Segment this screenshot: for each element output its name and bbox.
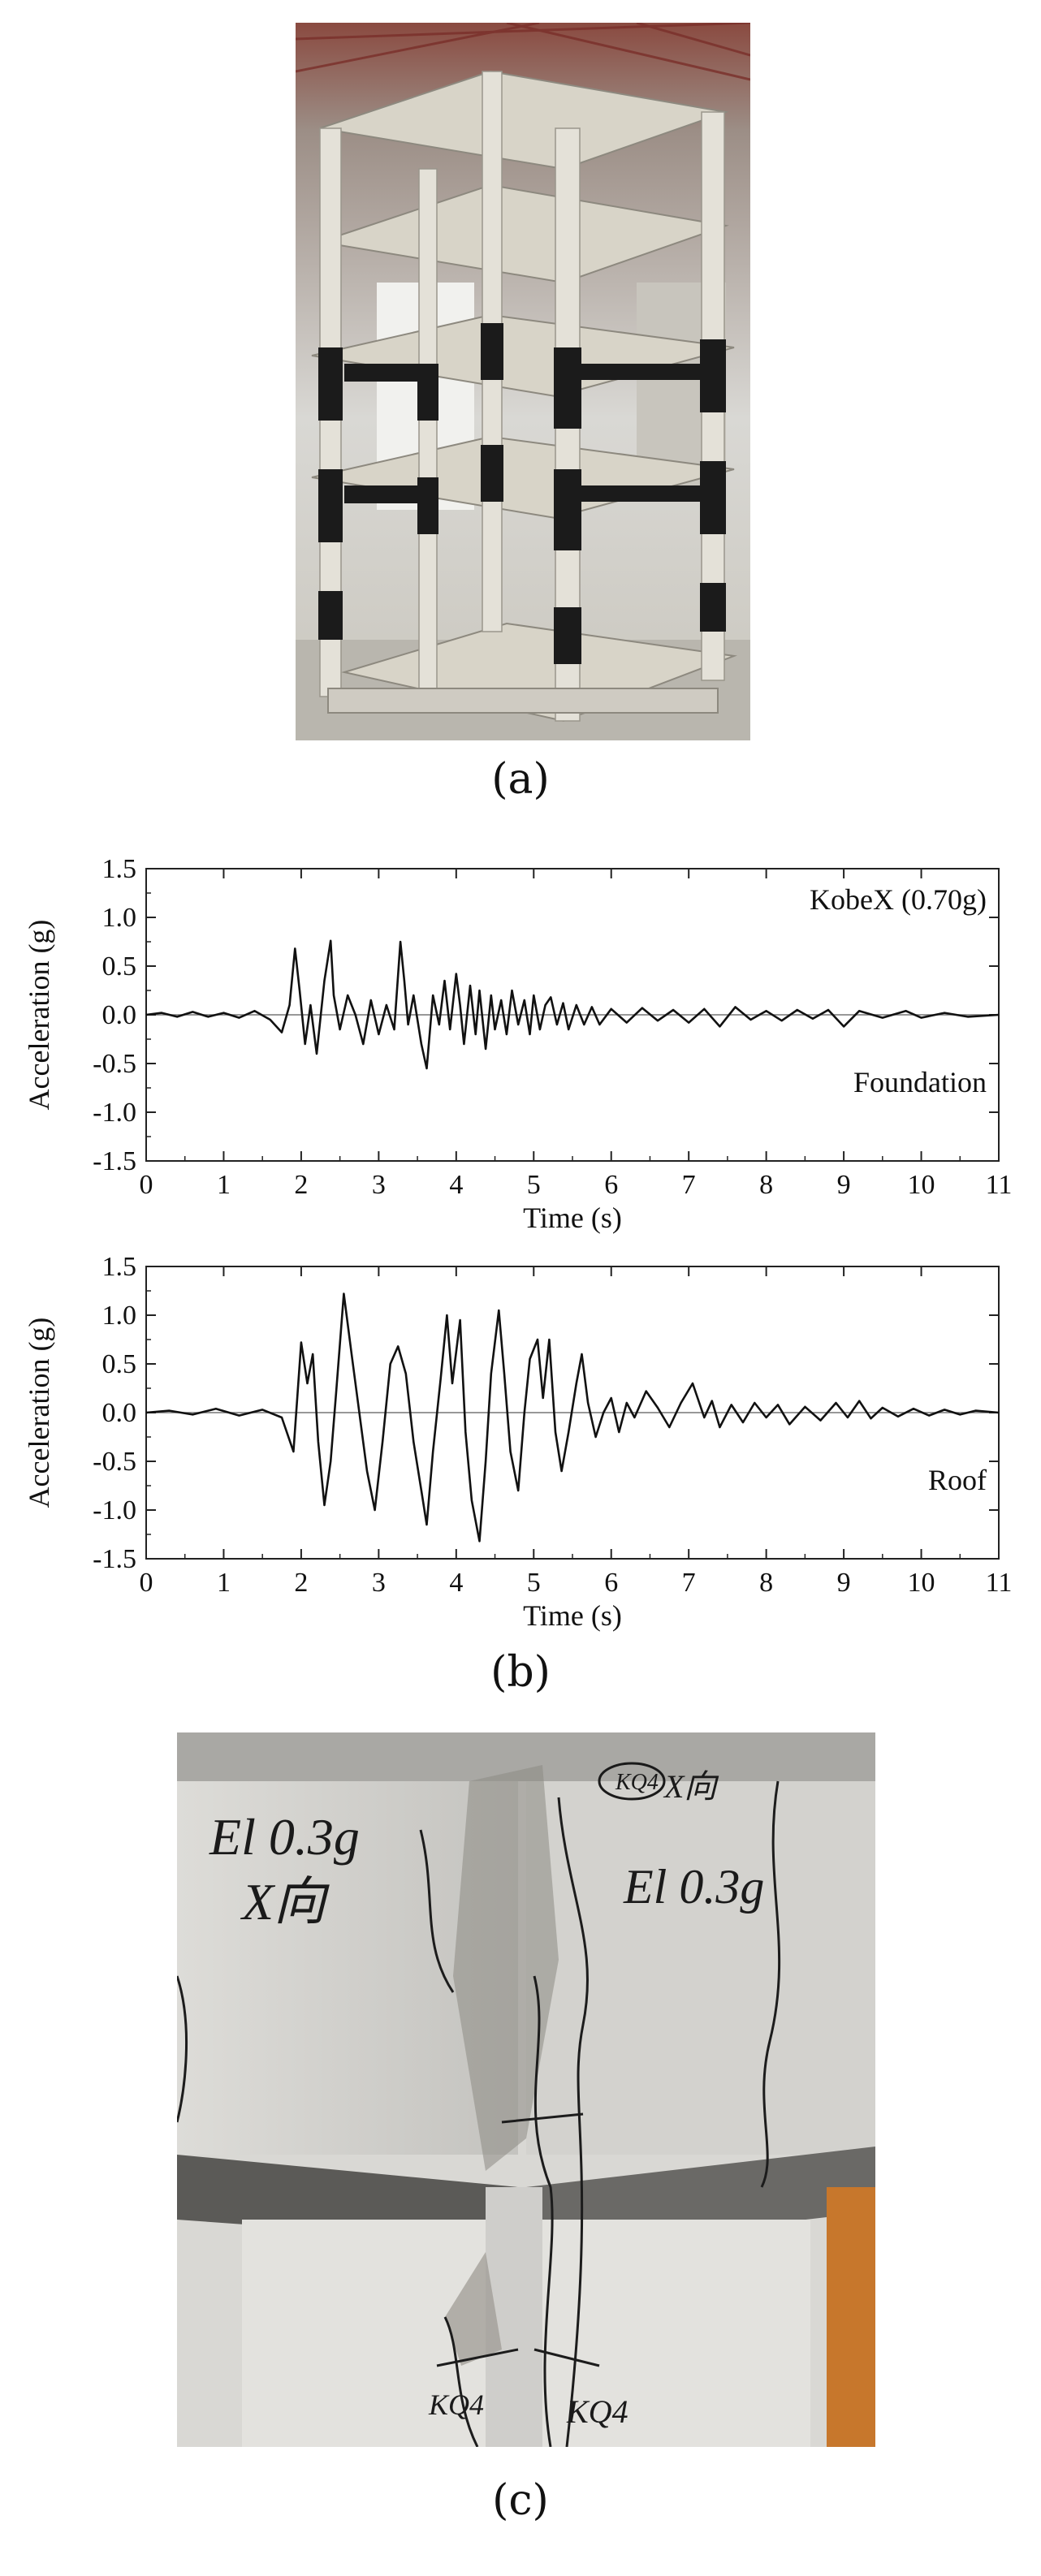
chart2-y-axis-label: Acceleration (g): [23, 1318, 55, 1508]
photo-frame-model: [296, 23, 750, 740]
caption-b: (b): [490, 1648, 551, 1697]
chart2-ytick-label: 0.0: [102, 1398, 137, 1428]
chart2-xtick-label: 1: [217, 1568, 231, 1598]
chart2-ytick-label: 1.0: [102, 1301, 137, 1331]
chart2-xtick-label: 8: [759, 1568, 773, 1598]
annotation-el-right: El 0.3g: [623, 1860, 764, 1914]
chart-roof: 1.5 1.0 0.5 0.0 -0.5 -1.0 -1.50 1 2 3 4 5 6 7 8 9 10 11 Ti…: [23, 1252, 1013, 1632]
chart2-xtick-label: 11: [986, 1568, 1013, 1598]
chart1-ytick-label: -1.0: [93, 1098, 136, 1128]
annotation-xdir-top: X向: [663, 1768, 719, 1805]
annotation-kq4-left: KQ4: [428, 2388, 484, 2421]
chart1-xtick-label: 4: [449, 1170, 463, 1200]
chart1-annotation-record: KobeX (0.70g): [810, 883, 987, 916]
chart1-xtick-label: 5: [527, 1170, 541, 1200]
chart1-ytick-label: -1.5: [93, 1146, 136, 1176]
chart1-xtick-label: 9: [837, 1170, 851, 1200]
annotation-kq4-right: KQ4: [566, 2393, 628, 2430]
chart2-xtick-label: 0: [140, 1568, 153, 1598]
chart2-ytick-label: 1.5: [102, 1252, 137, 1282]
chart2-xtick-label: 4: [449, 1568, 463, 1598]
chart1-y-axis-label: Acceleration (g): [23, 920, 55, 1111]
chart1-xtick-label: 7: [682, 1170, 696, 1200]
chart1-ytick-label: 1.5: [102, 854, 137, 884]
chart-foundation: 1.5 1.0 0.5 0.0 -0.5 -1.0 -1.50 1 2 3 4 5 6 7 8 9 10 11 Ti…: [23, 854, 1013, 1234]
chart1-ytick-label: -0.5: [93, 1049, 136, 1079]
chart1-xtick-label: 11: [986, 1170, 1013, 1200]
chart2-ytick-label: -1.0: [93, 1495, 136, 1525]
frame-model-illustration: [296, 23, 750, 740]
joint-illustration: El 0.3g X向 El 0.3g KQ4 X向 KQ4 KQ4: [177, 1732, 875, 2447]
chart2-xtick-label: 5: [527, 1568, 541, 1598]
chart1-x-axis-label: Time (s): [523, 1202, 622, 1234]
chart1-ytick-label: 0.5: [102, 951, 137, 982]
chart1-series-line-0: [145, 939, 1000, 1070]
chart1-xtick-label: 3: [372, 1170, 386, 1200]
chart2-xtick-label: 3: [372, 1568, 386, 1598]
caption-c: (c): [492, 2476, 549, 2525]
chart2-x-axis-label: Time (s): [523, 1599, 622, 1632]
chart1-xtick-label: 2: [294, 1170, 308, 1200]
chart1-xtick-label: 1: [217, 1170, 231, 1200]
chart1-xtick-label: 10: [908, 1170, 935, 1200]
chart2-xtick-label: 9: [837, 1568, 851, 1598]
annotation-xdir-left: X向: [240, 1873, 330, 1931]
chart1-ytick-label: 0.0: [102, 1000, 137, 1030]
chart1-xtick-label: 8: [759, 1170, 773, 1200]
chart1-xtick-label: 6: [604, 1170, 618, 1200]
chart2-xtick-label: 6: [604, 1568, 618, 1598]
chart2-ytick-label: 0.5: [102, 1349, 137, 1379]
chart1-ytick-label: 1.0: [102, 903, 137, 933]
photo-cracked-joint: El 0.3g X向 El 0.3g KQ4 X向 KQ4 KQ4: [177, 1732, 875, 2447]
caption-a: (a): [491, 755, 550, 804]
chart1-annotation-location: Foundation: [853, 1066, 987, 1098]
annotation-el-left: El 0.3g: [209, 1808, 360, 1866]
chart2-ytick-label: -0.5: [93, 1447, 136, 1477]
chart2-xtick-label: 7: [682, 1568, 696, 1598]
chart2-ytick-label: -1.5: [93, 1544, 136, 1574]
chart2-xtick-label: 2: [294, 1568, 308, 1598]
chart2-series-line-0: [145, 1292, 1000, 1543]
chart1-xtick-label: 0: [140, 1170, 153, 1200]
chart2-xtick-label: 10: [908, 1568, 935, 1598]
annotation-kq4-top: KQ4: [615, 1770, 659, 1795]
chart2-annotation-location: Roof: [928, 1464, 987, 1496]
